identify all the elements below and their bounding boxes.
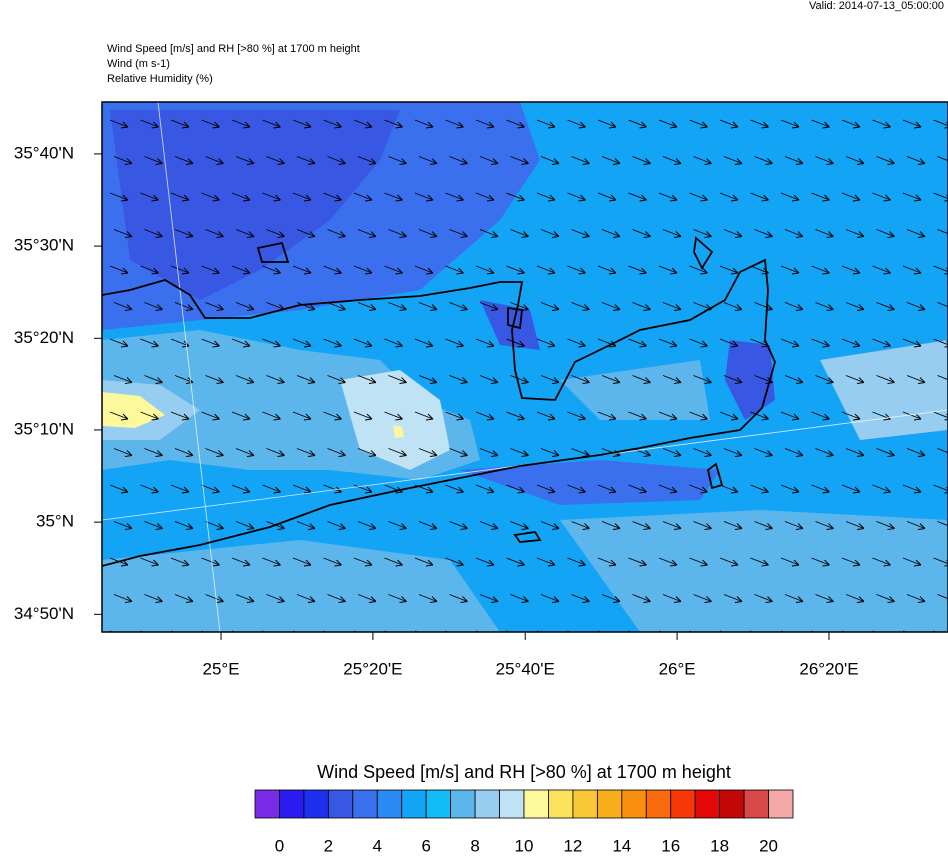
colorbar-swatch bbox=[500, 790, 524, 818]
colorbar-label: 8 bbox=[470, 836, 479, 854]
header-line: Wind (m s-1) bbox=[107, 58, 170, 70]
colorbar-label: 0 bbox=[275, 836, 284, 854]
colorbar-label: 20 bbox=[759, 836, 778, 854]
colorbar-swatch bbox=[646, 790, 670, 818]
colorbar-label: 6 bbox=[421, 836, 430, 854]
map-field bbox=[102, 102, 948, 639]
colorbar-swatch bbox=[548, 790, 572, 818]
colorbar-swatch bbox=[597, 790, 621, 818]
colorbar-swatch bbox=[524, 790, 548, 818]
colorbar-title: Wind Speed [m/s] and RH [>80 %] at 1700 … bbox=[317, 762, 731, 782]
colorbar-swatch bbox=[304, 790, 328, 818]
colorbar-label: 14 bbox=[612, 836, 631, 854]
colorbar-label: 12 bbox=[563, 836, 582, 854]
colorbar-swatch bbox=[769, 790, 793, 818]
x-tick-label: 26°20'E bbox=[799, 659, 858, 678]
x-tick-label: 25°E bbox=[203, 659, 240, 678]
colorbar-swatch bbox=[695, 790, 719, 818]
y-tick-label: 35°30'N bbox=[14, 236, 74, 255]
colorbar-swatch bbox=[622, 790, 646, 818]
colorbar-swatch bbox=[279, 790, 303, 818]
colorbar-swatch bbox=[328, 790, 352, 818]
valid-time: Valid: 2014-07-13_05:00:00 bbox=[809, 0, 944, 12]
colorbar-swatch bbox=[402, 790, 426, 818]
colorbar-swatch bbox=[377, 790, 401, 818]
y-tick-label: 35°20'N bbox=[14, 328, 74, 347]
colorbar-swatch bbox=[573, 790, 597, 818]
colorbar-swatch bbox=[426, 790, 450, 818]
colorbar-label: 10 bbox=[515, 836, 534, 854]
colorbar-label: 4 bbox=[373, 836, 382, 854]
colorbar-label: 16 bbox=[661, 836, 680, 854]
x-tick-label: 26°E bbox=[659, 659, 696, 678]
header-line: Relative Humidity (%) bbox=[107, 73, 213, 85]
y-tick-label: 35°10'N bbox=[14, 419, 74, 438]
colorbar-swatch bbox=[744, 790, 768, 818]
colorbar-swatch bbox=[671, 790, 695, 818]
header-line: Wind Speed [m/s] and RH [>80 %] at 1700 … bbox=[107, 43, 360, 55]
colorbar-swatch bbox=[475, 790, 499, 818]
colorbar-label: 2 bbox=[324, 836, 333, 854]
y-tick-label: 34°50'N bbox=[14, 604, 74, 623]
colorbar-swatch bbox=[451, 790, 475, 818]
x-tick-label: 25°40'E bbox=[496, 659, 555, 678]
colorbar-swatch bbox=[353, 790, 377, 818]
y-tick-label: 35°N bbox=[36, 512, 74, 531]
colorbar-swatch bbox=[720, 790, 744, 818]
x-tick-label: 25°20'E bbox=[343, 659, 402, 678]
colorbar-swatch bbox=[255, 790, 279, 818]
y-tick-label: 35°40'N bbox=[14, 143, 74, 162]
colorbar-label: 18 bbox=[710, 836, 729, 854]
